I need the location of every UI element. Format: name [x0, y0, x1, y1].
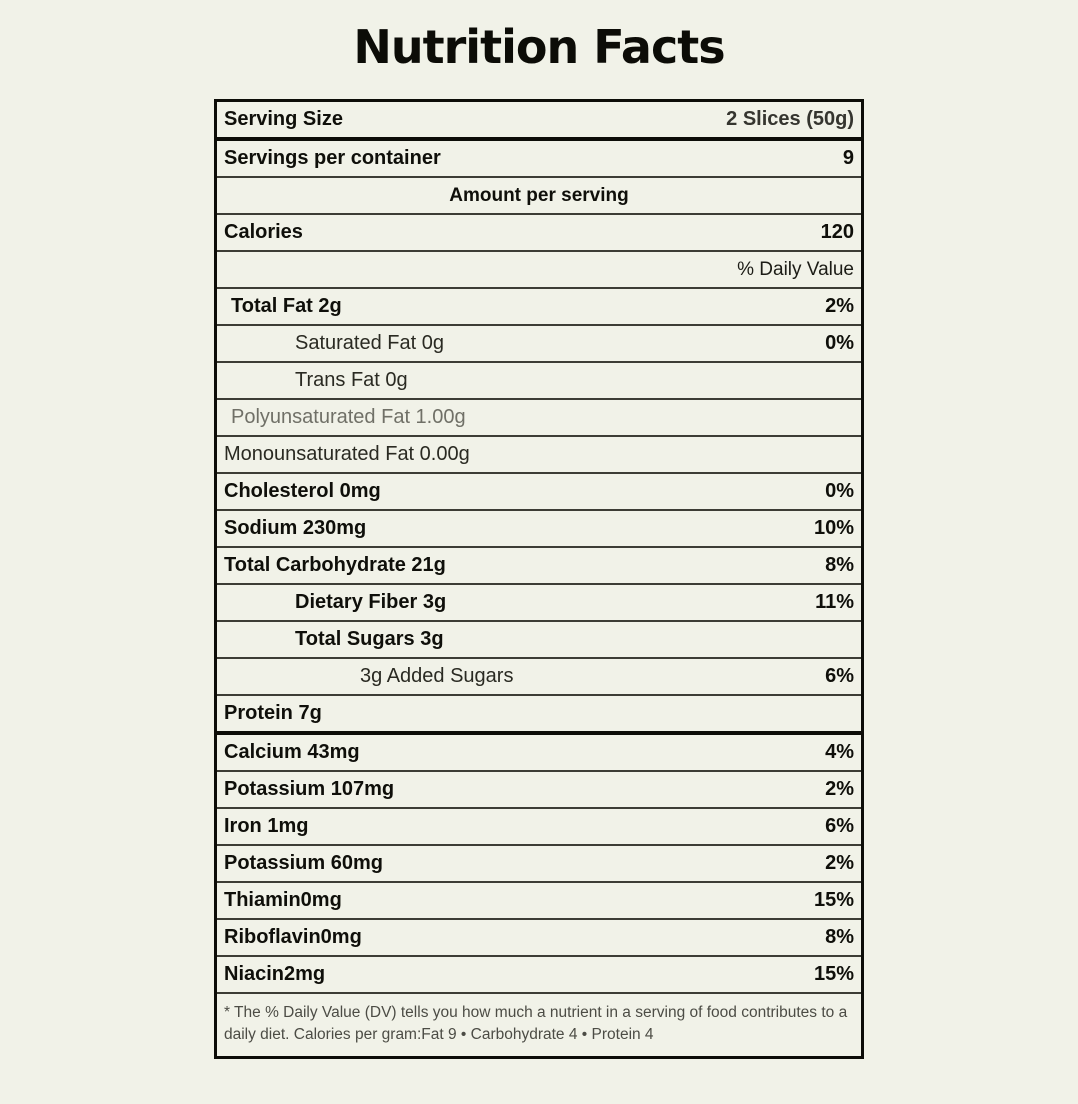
page-title: Nutrition Facts [353, 20, 725, 74]
nutrient-value: 6% [825, 815, 854, 837]
nutrient-label: Total Sugars 3g [295, 628, 444, 650]
table-row: Dietary Fiber 3g 11% [217, 585, 861, 622]
nutrient-label: Riboflavin0mg [224, 926, 362, 948]
nutrient-value: 2% [825, 295, 854, 317]
nutrient-label: Serving Size [224, 108, 343, 130]
nutrient-label: Niacin2mg [224, 963, 326, 985]
nutrient-value: 9 [842, 147, 854, 169]
nutrient-label: Thiamin0mg [224, 889, 342, 911]
nutrient-value: 120 [820, 221, 854, 243]
nutrient-label: Protein 7g [224, 702, 322, 724]
table-row: Cholesterol 0mg 0% [217, 474, 861, 511]
table-row: Trans Fat 0g [217, 363, 861, 400]
nutrient-value: 15% [813, 963, 854, 985]
table-row: Calcium 43mg 4% [217, 735, 861, 772]
table-row: % Daily Value [217, 252, 861, 289]
table-row: Niacin2mg 15% [217, 957, 861, 994]
table-row: Sodium 230mg 10% [217, 511, 861, 548]
nutrient-label: Trans Fat 0g [295, 369, 408, 391]
nutrient-label: Total Carbohydrate 21g [224, 554, 446, 576]
table-row: Amount per serving [217, 178, 861, 215]
table-row: Calories 120 [217, 215, 861, 252]
nutrient-label: Monounsaturated Fat 0.00g [224, 443, 470, 465]
nutrient-value: 0% [825, 332, 854, 354]
nutrient-label: Dietary Fiber 3g [295, 591, 447, 613]
table-row: 3g Added Sugars 6% [217, 659, 861, 696]
table-row: Saturated Fat 0g 0% [217, 326, 861, 363]
nutrient-value: % Daily Value [737, 258, 854, 280]
nutrient-label: Potassium 107mg [224, 778, 395, 800]
table-row: Servings per container 9 [217, 141, 861, 178]
daily-value-footnote: * The % Daily Value (DV) tells you how m… [224, 1004, 848, 1044]
nutrient-label: Calories [224, 221, 303, 243]
nutrient-value: 4% [825, 741, 854, 763]
nutrient-value: 6% [825, 665, 854, 687]
nutrient-label: Iron 1mg [224, 815, 309, 837]
nutrient-label: Cholesterol 0mg [224, 480, 381, 502]
table-row: Polyunsaturated Fat 1.00g [217, 400, 861, 437]
table-row: Monounsaturated Fat 0.00g [217, 437, 861, 474]
nutrient-label: Amount per serving [449, 184, 629, 206]
table-row: Protein 7g [217, 696, 861, 735]
table-row: Serving Size 2 Slices (50g) [217, 102, 861, 141]
nutrient-value: 2% [825, 852, 854, 874]
nutrient-label: Potassium 60mg [224, 852, 383, 874]
nutrient-label: Polyunsaturated Fat 1.00g [231, 406, 466, 428]
table-row: Total Fat 2g 2% [217, 289, 861, 326]
nutrient-value: 2 Slices (50g) [726, 108, 854, 130]
nutrient-label: Saturated Fat 0g [295, 332, 444, 354]
nutrient-value: 8% [825, 554, 854, 576]
table-row: Total Carbohydrate 21g 8% [217, 548, 861, 585]
nutrient-value: 10% [813, 517, 854, 539]
table-row: Riboflavin0mg 8% [217, 920, 861, 957]
nutrient-label: 3g Added Sugars [360, 665, 514, 687]
nutrient-value: 15% [813, 889, 854, 911]
nutrient-label: Calcium 43mg [224, 741, 360, 763]
nutrition-table-rows: Serving Size 2 Slices (50g) Servings per c… [217, 102, 861, 994]
table-row: Potassium 107mg 2% [217, 772, 861, 809]
nutrient-value: 0% [825, 480, 854, 502]
nutrient-value: 11% [815, 591, 854, 613]
nutrient-label: Servings per container [224, 147, 441, 169]
table-row: Thiamin0mg 15% [217, 883, 861, 920]
nutrient-value: 2% [825, 778, 854, 800]
nutrient-label: Sodium 230mg [224, 517, 367, 539]
nutrition-facts-label: Serving Size 2 Slices (50g) Servings per c… [214, 99, 864, 1059]
nutrient-value: 8% [825, 926, 854, 948]
nutrient-label: Total Fat 2g [231, 295, 342, 317]
table-row: Potassium 60mg 2% [217, 846, 861, 883]
table-row: Iron 1mg 6% [217, 809, 861, 846]
table-row: Total Sugars 3g [217, 622, 861, 659]
